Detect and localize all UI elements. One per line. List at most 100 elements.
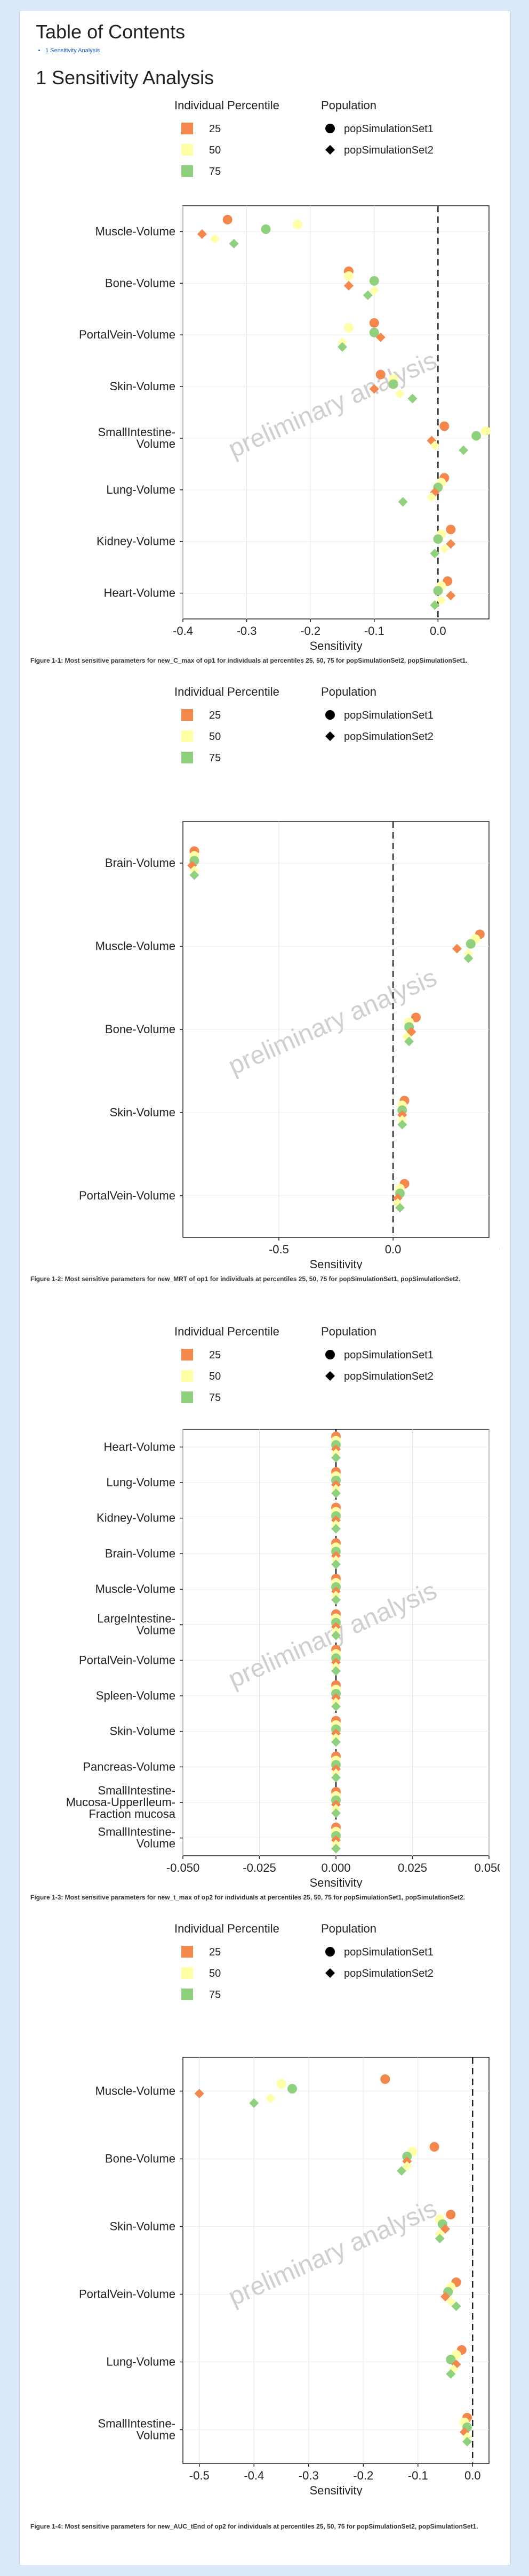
data-point — [287, 2084, 297, 2094]
legend-label-25: 25 — [209, 123, 221, 135]
category-label: Brain-Volume — [105, 856, 175, 870]
legend-title-percentile: Individual Percentile — [174, 1922, 279, 1935]
data-point — [430, 600, 440, 610]
data-point — [331, 1773, 341, 1783]
figure-1: Individual Percentile Population 25 50 75 pop… — [30, 96, 500, 664]
legend-swatch-75 — [181, 1989, 193, 2000]
x-axis-label: Sensitivity — [309, 2484, 362, 2495]
x-tick-label: 0.0 — [464, 2469, 481, 2482]
legend-title-population: Population — [321, 1922, 376, 1935]
category-label: Heart-Volume — [103, 1440, 175, 1453]
category-label: Skin-Volume — [109, 380, 175, 393]
legend-swatch-25 — [181, 1349, 193, 1361]
data-point — [331, 1737, 341, 1747]
x-axis-label: Sensitivity — [309, 1258, 362, 1269]
data-point — [459, 445, 469, 455]
legend-marker-popSimulationSet2 — [325, 145, 335, 155]
data-point — [439, 421, 450, 431]
data-point — [375, 332, 386, 342]
category-label: Muscle-Volume — [95, 224, 175, 238]
plot-area — [182, 2057, 490, 2464]
data-point — [380, 2074, 390, 2084]
legend-label-popSimulationSet1: popSimulationSet1 — [344, 123, 434, 135]
legend-label-50: 50 — [209, 1371, 221, 1382]
legend-swatch-75 — [181, 1391, 193, 1403]
data-point — [276, 2079, 286, 2089]
legend-title-population: Population — [321, 685, 376, 698]
data-point — [452, 944, 462, 954]
category-label: Skin-Volume — [109, 2220, 175, 2233]
data-point — [446, 2210, 456, 2219]
category-label: PortalVein-Volume — [79, 1653, 175, 1667]
data-point — [331, 1808, 341, 1818]
data-point — [369, 318, 379, 328]
category-label: PortalVein-Volume — [79, 328, 175, 341]
category-label: Kidney-Volume — [97, 1511, 175, 1525]
legend-label-75: 75 — [209, 752, 221, 764]
data-point — [337, 342, 347, 352]
data-point — [463, 953, 474, 963]
data-point — [440, 2224, 450, 2234]
legend-swatch-50 — [181, 730, 193, 742]
data-point — [331, 1666, 341, 1676]
data-point — [407, 393, 418, 404]
data-point — [210, 234, 220, 244]
legend-swatch-25 — [181, 709, 193, 721]
x-tick-label: -0.3 — [237, 624, 257, 638]
legend: Individual Percentile Population 25 50 75 pop… — [174, 99, 434, 178]
x-tick-label: -0.5 — [189, 2469, 210, 2482]
data-point — [197, 229, 207, 239]
data-point — [375, 369, 386, 380]
data-point — [343, 280, 354, 291]
data-point — [481, 426, 491, 436]
legend-label-25: 25 — [209, 710, 221, 721]
x-tick-label: -0.1 — [364, 624, 384, 638]
legend-label-50: 50 — [209, 731, 221, 743]
category-label: Lung-Volume — [106, 2355, 175, 2369]
legend-marker-popSimulationSet2 — [325, 731, 335, 741]
toc-title: Table of Contents — [36, 21, 186, 43]
category-label: LargeIntestine-Volume — [97, 1612, 175, 1637]
caption-1: Figure 1-1: Most sensitive parameters fo… — [30, 657, 468, 664]
toc-list: 1 Sensitivity Analysis — [45, 47, 100, 54]
category-label: Spleen-Volume — [96, 1689, 175, 1702]
data-point — [427, 492, 437, 502]
category-label: PortalVein-Volume — [79, 2288, 175, 2301]
x-tick-label: 0.025 — [398, 1861, 427, 1874]
x-tick-label: 0.5 — [499, 1243, 500, 1256]
legend-swatch-25 — [181, 123, 193, 134]
data-point — [194, 2089, 204, 2098]
category-label: Skin-Volume — [109, 1725, 175, 1738]
legend: Individual Percentile Population 25 50 75 pop… — [174, 1325, 434, 1404]
category-label: Brain-Volume — [105, 1547, 175, 1560]
legend-label-75: 75 — [209, 1989, 221, 2001]
category-label: Heart-Volume — [103, 586, 175, 600]
data-point — [446, 539, 456, 549]
legend-title-percentile: Individual Percentile — [174, 99, 279, 112]
data-point — [229, 238, 239, 248]
legend: Individual Percentile Population 25 50 75 pop… — [174, 1922, 434, 2001]
data-point — [395, 389, 405, 399]
data-point — [429, 2142, 439, 2152]
legend-title-population: Population — [321, 99, 376, 112]
x-tick-label: -0.4 — [244, 2469, 264, 2482]
caption-3: Figure 1-3: Most sensitive parameters fo… — [30, 1894, 465, 1901]
legend-label-popSimulationSet2: popSimulationSet2 — [344, 1371, 434, 1382]
x-tick-label: 0.0 — [385, 1243, 402, 1256]
caption-2: Figure 1-2: Most sensitive parameters fo… — [30, 1275, 461, 1283]
data-point — [436, 595, 446, 606]
data-point — [471, 431, 482, 441]
legend-swatch-75 — [181, 752, 193, 763]
toc-link-sensitivity-analysis[interactable]: 1 Sensitivity Analysis — [45, 47, 100, 54]
legend-label-popSimulationSet1: popSimulationSet1 — [344, 1349, 434, 1361]
category-label: Pancreas-Volume — [83, 1760, 175, 1773]
legend-label-50: 50 — [209, 1968, 221, 1979]
legend-label-75: 75 — [209, 166, 221, 178]
x-tick-label: -0.2 — [300, 624, 320, 638]
x-tick-label: 0.000 — [321, 1861, 350, 1874]
category-label: Muscle-Volume — [95, 939, 175, 953]
x-tick-label: -0.3 — [299, 2469, 319, 2482]
x-tick-label: 0.0 — [430, 624, 446, 638]
data-point — [331, 1630, 341, 1640]
chart-3: Individual Percentile Population 25 50 75 pop… — [66, 1325, 500, 1888]
